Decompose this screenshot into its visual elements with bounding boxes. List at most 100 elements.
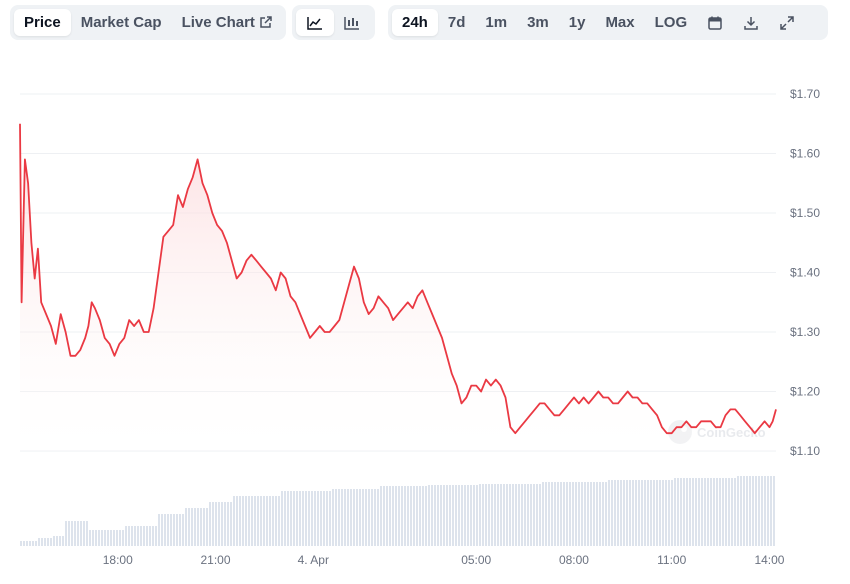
tab-live-chart[interactable]: Live Chart: [172, 9, 282, 36]
volume-bar: [122, 530, 124, 546]
volume-bar: [701, 478, 703, 546]
tab-market-cap[interactable]: Market Cap: [80, 14, 162, 31]
volume-bar: [485, 484, 487, 546]
volume-bar: [269, 496, 271, 546]
volume-bar: [317, 491, 319, 546]
volume-bar: [242, 496, 244, 546]
volume-bar: [260, 496, 262, 546]
volume-bar: [32, 541, 34, 546]
volume-bar: [473, 485, 475, 546]
volume-bar: [386, 486, 388, 546]
volume-bar: [512, 484, 514, 546]
x-tick-label: 18:00: [103, 553, 133, 567]
volume-bar: [476, 485, 478, 546]
tab-price[interactable]: Price: [14, 9, 71, 36]
volume-bar: [191, 508, 193, 546]
volume-bar: [614, 480, 616, 546]
volume-bar: [116, 530, 118, 546]
x-tick-label: 11:00: [657, 553, 686, 567]
volume-bar: [296, 491, 298, 546]
volume-bar: [695, 478, 697, 546]
volume-bar: [71, 521, 73, 546]
date-range-button[interactable]: [697, 9, 733, 36]
volume-bar: [74, 521, 76, 546]
volume-bar: [443, 485, 445, 546]
fullscreen-button[interactable]: [769, 9, 805, 36]
volume-bar: [347, 489, 349, 546]
volume-bar: [287, 491, 289, 546]
volume-bar: [410, 486, 412, 546]
volume-bar: [617, 480, 619, 546]
volume-bar: [206, 508, 208, 546]
volume-bar: [185, 508, 187, 546]
volume-bar: [323, 491, 325, 546]
volume-bar: [20, 541, 22, 546]
volume-bar: [278, 496, 280, 546]
range-1m[interactable]: 1m: [485, 14, 508, 31]
volume-bar: [113, 530, 115, 546]
volume-bar: [593, 482, 595, 546]
volume-bar: [755, 476, 757, 546]
volume-bar: [359, 489, 361, 546]
volume-bar: [632, 480, 634, 546]
volume-bar: [650, 480, 652, 546]
volume-bar: [266, 496, 268, 546]
volume-bar: [23, 541, 25, 546]
volume-bar: [170, 514, 172, 546]
volume-bar: [134, 526, 136, 546]
candlestick-chart-button[interactable]: [334, 9, 372, 36]
volume-bar: [404, 486, 406, 546]
volume-bar: [398, 486, 400, 546]
volume-bar: [470, 485, 472, 546]
volume-bar: [128, 526, 130, 546]
volume-bar: [221, 502, 223, 546]
volume-bar: [395, 486, 397, 546]
range-log[interactable]: LOG: [654, 14, 688, 31]
volume-bar: [254, 496, 256, 546]
volume-bar: [305, 491, 307, 546]
y-tick-label: $1.70: [790, 87, 820, 101]
volume-bar: [92, 530, 94, 546]
volume-bar: [248, 496, 250, 546]
volume-bar: [458, 485, 460, 546]
volume-bar: [749, 476, 751, 546]
volume-bar: [464, 485, 466, 546]
volume-bar: [95, 530, 97, 546]
volume-bar: [641, 480, 643, 546]
download-button[interactable]: [733, 9, 769, 36]
volume-bar: [365, 489, 367, 546]
volume-bar: [521, 484, 523, 546]
volume-bar: [236, 496, 238, 546]
volume-bar: [647, 480, 649, 546]
volume-bar: [101, 530, 103, 546]
volume-bar: [734, 478, 736, 546]
volume-bar: [425, 486, 427, 546]
volume-bar: [77, 521, 79, 546]
volume-bar: [440, 485, 442, 546]
volume-bar: [569, 482, 571, 546]
range-max[interactable]: Max: [605, 14, 635, 31]
volume-bar: [227, 502, 229, 546]
range-24h[interactable]: 24h: [392, 9, 438, 36]
volume-bar: [740, 476, 742, 546]
range-7d[interactable]: 7d: [447, 14, 466, 31]
volume-bar: [434, 485, 436, 546]
range-1y[interactable]: 1y: [568, 14, 586, 31]
volume-bar: [197, 508, 199, 546]
volume-bar: [743, 476, 745, 546]
calendar-icon: [708, 16, 722, 30]
volume-bar: [767, 476, 769, 546]
volume-bar: [539, 484, 541, 546]
line-chart-button[interactable]: [296, 9, 334, 36]
volume-bar: [245, 496, 247, 546]
volume-bar: [428, 485, 430, 546]
volume-bar: [503, 484, 505, 546]
volume-bar: [86, 521, 88, 546]
volume-bar: [164, 514, 166, 546]
volume-bar: [29, 541, 31, 546]
volume-bar: [152, 526, 154, 546]
volume-bar: [125, 526, 127, 546]
range-3m[interactable]: 3m: [527, 14, 549, 31]
volume-bar: [35, 541, 37, 546]
